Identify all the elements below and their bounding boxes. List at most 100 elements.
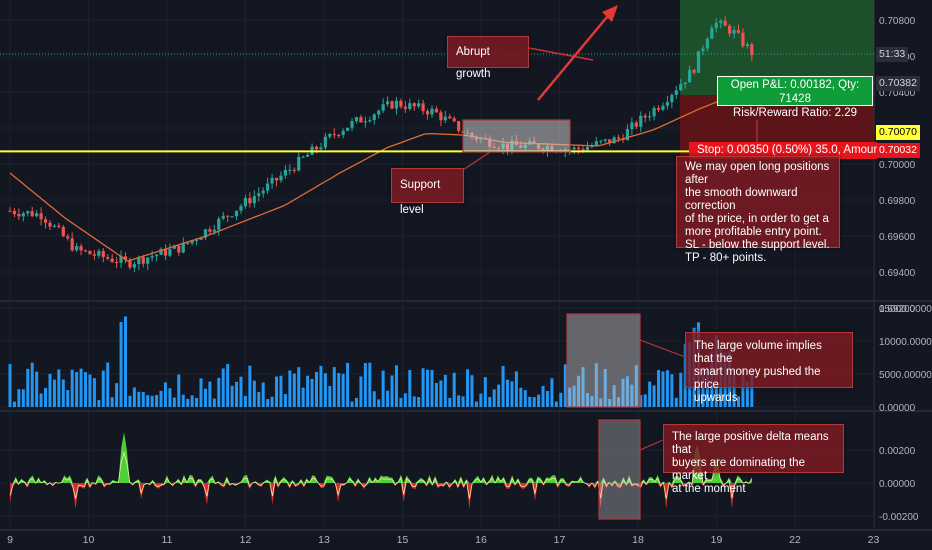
volume-bar xyxy=(146,395,150,407)
candle-body xyxy=(723,20,727,26)
volume-bar xyxy=(537,394,541,407)
candle-body xyxy=(39,213,43,220)
volume-bar xyxy=(506,379,510,407)
candle-body xyxy=(257,193,261,197)
candle-body xyxy=(421,103,425,112)
stop-box[interactable]: Stop: 0.00350 (0.50%) 35.0, Amount: xyxy=(689,142,877,159)
candle-body xyxy=(457,121,461,131)
volume-bar xyxy=(310,378,314,407)
support-price-label: 0.70070 xyxy=(876,125,920,140)
volume-bar xyxy=(226,363,230,407)
volume-bar xyxy=(670,374,674,407)
candle-body xyxy=(434,108,439,113)
volume-bar xyxy=(266,399,270,407)
candle-body xyxy=(66,236,70,239)
candle-body xyxy=(741,32,745,47)
candle-body xyxy=(97,250,101,256)
candle-body xyxy=(594,141,598,146)
volume-bar xyxy=(372,391,376,407)
volume-bar xyxy=(243,395,247,407)
candle-body xyxy=(194,239,199,241)
volume-bar xyxy=(510,381,514,407)
volume-tick-label: 5000.00000 xyxy=(879,370,932,381)
volume-bar xyxy=(230,385,234,407)
candle-body xyxy=(190,240,194,244)
volume-bar xyxy=(306,375,310,407)
candle-body xyxy=(177,245,181,253)
candle-body xyxy=(448,116,452,119)
x-tick-label: 23 xyxy=(868,534,880,546)
volume-bar xyxy=(617,397,621,407)
volume-bar xyxy=(52,379,56,407)
support-note: Support level xyxy=(391,168,464,216)
volume-bar xyxy=(394,365,398,407)
y-tick-label: 0.69400 xyxy=(879,268,916,279)
strategy-line: the smooth downward correction xyxy=(685,187,798,212)
volume-bar xyxy=(190,395,194,407)
volume-bar xyxy=(492,389,496,407)
x-tick-label: 12 xyxy=(240,534,252,546)
volume-bar xyxy=(483,377,487,407)
candle-body xyxy=(212,229,216,232)
volume-bar xyxy=(150,395,154,407)
volume-bar xyxy=(452,372,456,407)
volume-bar xyxy=(163,382,167,407)
candle-body xyxy=(679,84,683,91)
candle-body xyxy=(616,137,621,139)
y-tick-label: 0.70800 xyxy=(879,16,916,27)
volume-bar xyxy=(457,395,461,407)
volume-bar xyxy=(292,373,296,407)
candle-body xyxy=(150,256,154,258)
volume-bar xyxy=(461,396,465,407)
support-pointer xyxy=(462,151,491,171)
candle-body xyxy=(581,149,585,151)
volume-note-line: upwards xyxy=(694,392,738,404)
volume-bar xyxy=(137,391,141,407)
volume-bar xyxy=(532,397,536,407)
volume-bar xyxy=(386,390,390,407)
candle-body xyxy=(390,101,394,109)
volume-bar xyxy=(421,368,425,407)
volume-bar xyxy=(252,380,256,407)
volume-note: The large volume implies that the smart … xyxy=(685,332,853,404)
volume-bar xyxy=(301,387,305,407)
candle-body xyxy=(297,156,301,171)
candle-body xyxy=(110,258,114,262)
volume-bar xyxy=(172,397,176,407)
abrupt-growth-note: Abrupt growth xyxy=(447,36,529,80)
candle-body xyxy=(106,257,110,259)
volume-bar xyxy=(177,374,181,407)
volume-bar xyxy=(545,390,549,407)
open-pnl-box[interactable]: Open P&L: 0.00182, Qty: 71428 Risk/Rewar… xyxy=(717,76,873,119)
candle-body xyxy=(52,225,57,227)
candle-body xyxy=(728,25,732,34)
growth-arrow xyxy=(537,10,613,101)
volume-bar xyxy=(106,362,110,407)
volume-bar xyxy=(115,383,119,407)
candle-body xyxy=(239,206,243,211)
volume-bar xyxy=(639,395,643,407)
candle-body xyxy=(608,139,612,144)
strategy-line: of the price, in order to get a xyxy=(685,213,829,225)
volume-bar xyxy=(479,393,483,407)
stop-price-label: 0.70032 xyxy=(876,143,920,158)
candle-body xyxy=(226,215,230,217)
volume-bar xyxy=(630,384,634,407)
y-tick-label: 0.69800 xyxy=(879,196,916,207)
candle-body xyxy=(26,211,30,214)
volume-highlight-box xyxy=(566,313,641,408)
volume-bar xyxy=(288,370,292,407)
delta-note-line: The large positive delta means that xyxy=(672,431,829,456)
chart-overlays xyxy=(0,5,874,520)
volume-tick-label: 0.00000 xyxy=(879,403,916,414)
volume-bar xyxy=(257,391,261,407)
candle-body xyxy=(75,246,79,251)
candle-body xyxy=(57,225,61,227)
candle-body xyxy=(137,257,141,265)
volume-note-line: smart money pushed the price xyxy=(694,366,821,391)
volume-bar xyxy=(608,399,612,407)
volume-bar xyxy=(377,399,381,407)
volume-bar xyxy=(390,375,394,407)
delta-note-line: buyers are dominating the market xyxy=(672,457,805,482)
candle-body xyxy=(719,20,723,23)
